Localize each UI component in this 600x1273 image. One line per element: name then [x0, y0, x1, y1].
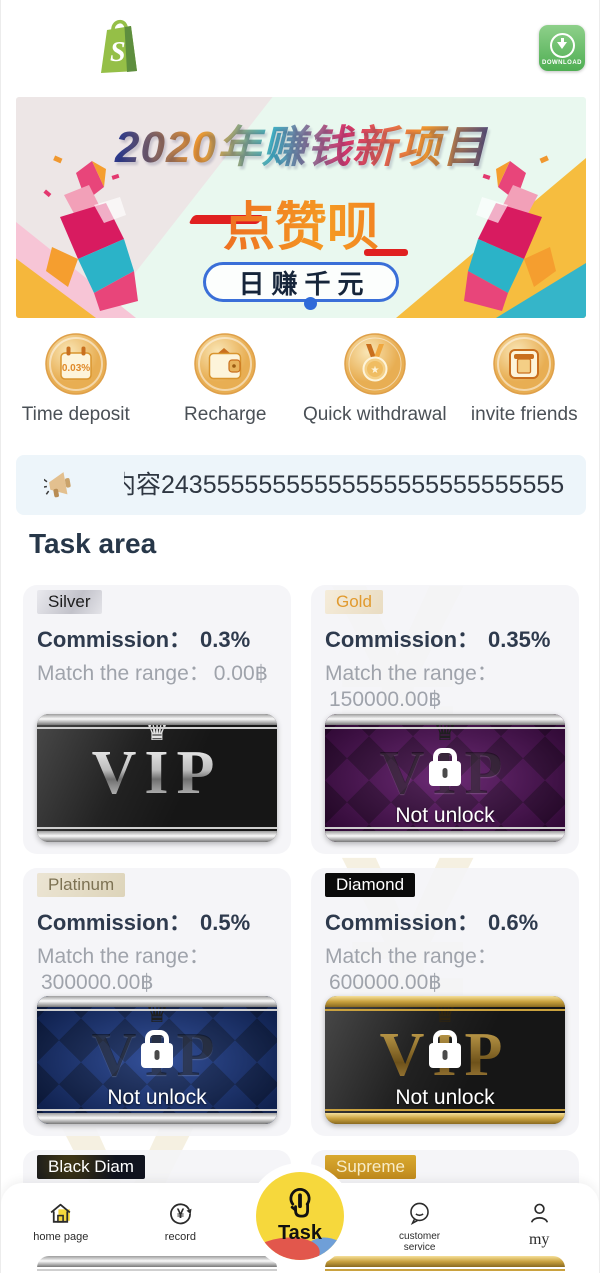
vip-card-image: ♛ VIP Not unlock — [325, 713, 565, 842]
commission-line: Commission： 0.5% — [37, 909, 251, 935]
user-icon — [530, 1203, 548, 1223]
quick-action-label: Recharge — [184, 404, 267, 425]
card-slot-icon — [493, 333, 555, 395]
match-range-line: Match the range： 0.00฿ — [37, 662, 268, 685]
promo-banner[interactable]: 2020年赚钱新项目 点赞呗 日赚千元 — [16, 97, 586, 318]
marquee-window: 内容24355555555555555555555555555 — [124, 455, 586, 515]
quick-actions-row: 0.03% Time deposit Recharge — [1, 332, 599, 426]
tier-badge: Platinum — [37, 872, 126, 897]
tier-badge: Supreme — [325, 1155, 416, 1179]
vip-card-platinum[interactable]: Platinum Commission： 0.5% Match the range… — [23, 867, 291, 1136]
vip-card-diamond[interactable]: Diamond Commission： 0.6% Match the range：… — [311, 867, 579, 1136]
banner-subtitle: 点赞呗 — [16, 185, 586, 260]
banner-swoosh-decor — [364, 249, 408, 256]
not-unlock-label: Not unlock — [395, 1086, 495, 1109]
vip-card-silver[interactable]: Silver Commission： 0.3% Match the range： 0… — [23, 585, 291, 854]
quick-action-quick-withdrawal[interactable]: ★ Quick withdrawal — [300, 332, 450, 426]
vip-card-gold[interactable]: Gold Commission： 0.35% Match the range：15… — [311, 585, 579, 854]
task-button-label: Task — [277, 1222, 323, 1244]
quick-action-recharge[interactable]: Recharge — [151, 332, 301, 426]
quick-action-label: Time deposit — [21, 404, 130, 425]
tier-badge: Gold — [325, 590, 383, 614]
customer-service-icon — [410, 1202, 429, 1225]
quick-action-time-deposit[interactable]: 0.03% Time deposit — [1, 332, 151, 426]
banner-dot-decor — [304, 297, 317, 310]
task-button[interactable]: Task — [256, 1172, 344, 1260]
download-arrow-icon — [549, 32, 575, 58]
commission-line: Commission： 0.3% — [37, 627, 251, 652]
banner-title: 2020年赚钱新项目 — [16, 111, 586, 175]
nav-item-record[interactable]: ¥ record — [121, 1183, 241, 1273]
thumbs-up-art-left — [34, 155, 159, 318]
lock-icon — [429, 760, 461, 786]
svg-text:S: S — [110, 37, 126, 68]
svg-text:0.03%: 0.03% — [62, 363, 90, 374]
task-area-title: Task area — [29, 528, 157, 559]
quick-action-invite-friends[interactable]: invite friends — [450, 332, 600, 426]
download-button[interactable]: DOWNLOAD — [539, 25, 585, 71]
megaphone-icon — [43, 468, 78, 507]
match-range-line: Match the range：300000.00฿ — [37, 944, 210, 994]
tap-icon — [289, 1188, 311, 1218]
vip-card-image — [325, 1256, 565, 1273]
tier-badge: Silver — [37, 590, 102, 614]
vip-card-image: ♛ VIP — [37, 713, 277, 842]
nav-label: home page — [33, 1231, 89, 1243]
commission-line: Commission： 0.6% — [325, 909, 539, 935]
commission-line: Commission： 0.35% — [325, 627, 551, 652]
svg-text:¥: ¥ — [177, 1206, 185, 1221]
nav-item-my[interactable]: my — [479, 1183, 599, 1273]
calendar-rate-icon: 0.03% — [45, 333, 107, 395]
quick-action-label: invite friends — [470, 404, 578, 425]
vip-card-image: ♛ VIP Not unlock — [37, 996, 277, 1124]
lock-icon — [429, 1043, 461, 1068]
vip-card-image: ♛ VIP Not unlock — [325, 996, 565, 1124]
banner-pill: 日赚千元 — [203, 262, 399, 302]
lock-icon — [141, 1043, 173, 1068]
announcement-bar[interactable]: 内容24355555555555555555555555555 — [16, 455, 586, 515]
nav-item-home[interactable]: home page — [1, 1183, 121, 1273]
tier-badge: Diamond — [325, 872, 416, 897]
thumbs-up-art-right — [443, 155, 568, 318]
vip-card-image — [37, 1256, 277, 1273]
nav-item-customer-service[interactable]: customer service — [360, 1183, 480, 1273]
not-unlock-label: Not unlock — [107, 1086, 207, 1109]
bottom-nav: home page ¥ record customer service — [1, 1163, 599, 1273]
quick-action-label: Quick withdrawal — [302, 404, 447, 425]
nav-label: my — [528, 1231, 550, 1248]
medal-icon: ★ — [344, 333, 406, 395]
wallet-icon — [194, 333, 256, 395]
shopify-logo-icon: S — [93, 16, 147, 87]
marquee-text: 内容24355555555555555555555555555 — [124, 471, 565, 499]
download-label: DOWNLOAD — [542, 59, 582, 66]
not-unlock-label: Not unlock — [395, 803, 495, 827]
svg-text:★: ★ — [370, 365, 379, 376]
nav-label: customer service — [399, 1231, 441, 1253]
home-icon — [50, 1203, 71, 1223]
nav-label: record — [164, 1231, 196, 1243]
top-header: S DOWNLOAD — [1, 0, 599, 97]
match-range-line: Match the range：600000.00฿ — [325, 944, 498, 994]
match-range-line: Match the range：150000.00฿ — [325, 662, 498, 712]
tier-badge: Black Diam — [37, 1155, 145, 1179]
vip-label: VIP — [37, 738, 277, 809]
record-icon: ¥ — [169, 1203, 192, 1225]
